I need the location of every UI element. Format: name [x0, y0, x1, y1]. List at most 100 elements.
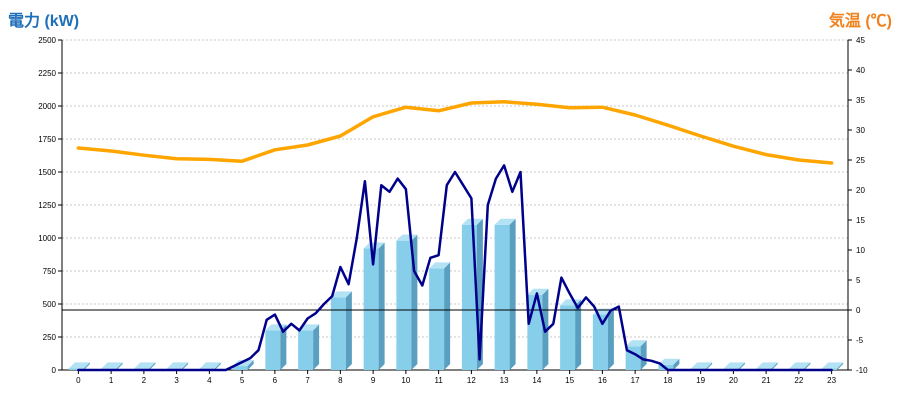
x-tick-label: 19: [696, 376, 705, 385]
power-line: [77, 164, 833, 372]
power-bar: [494, 224, 510, 370]
power-bar-top: [167, 362, 189, 369]
power-bar: [592, 314, 608, 370]
power-bar-top: [134, 362, 156, 369]
x-tick-label: 14: [532, 376, 541, 385]
left-tick-label: 1000: [38, 234, 56, 243]
power-bar-side: [247, 360, 254, 370]
right-tick-label: 30: [856, 126, 865, 135]
left-tick-label: 0: [52, 366, 57, 375]
x-tick-label: 0: [76, 376, 81, 385]
x-tick-label: 11: [434, 376, 443, 385]
left-tick-label: 2250: [38, 69, 56, 78]
x-tick-label: 20: [729, 376, 738, 385]
power-bar-top: [494, 218, 516, 225]
x-tick-label: 9: [371, 376, 376, 385]
power-bar: [560, 305, 576, 370]
right-tick-label: 10: [856, 246, 865, 255]
x-tick-label: 13: [500, 376, 509, 385]
x-tick-label: 21: [762, 376, 771, 385]
left-tick-label: 500: [43, 300, 57, 309]
x-tick-label: 7: [305, 376, 310, 385]
power-bar-top: [723, 362, 745, 369]
power-bar-top: [330, 291, 352, 298]
power-bar-side: [706, 362, 713, 370]
power-bar: [265, 330, 281, 370]
temperature-line: [76, 100, 834, 165]
left-tick-label: 2000: [38, 102, 56, 111]
right-tick-label: 0: [856, 306, 861, 315]
power-bar-side: [214, 362, 221, 370]
power-bar-side: [738, 362, 745, 370]
power-bar: [396, 240, 412, 370]
power-bar-side: [345, 291, 352, 370]
x-tick-label: 2: [142, 376, 147, 385]
x-tick-label: 18: [663, 376, 672, 385]
x-tick-label: 22: [794, 376, 803, 385]
x-tick-label: 16: [598, 376, 607, 385]
right-tick-label: -10: [856, 366, 868, 375]
x-tick-label: 17: [631, 376, 640, 385]
left-tick-label: 2500: [38, 36, 56, 45]
x-tick-label: 6: [273, 376, 278, 385]
power-bar-side: [509, 218, 516, 370]
power-bar-side: [116, 362, 123, 370]
left-tick-label: 1250: [38, 201, 56, 210]
power-bar-side: [444, 262, 451, 370]
power-bar-top: [68, 362, 90, 369]
right-tick-label: 25: [856, 156, 865, 165]
right-tick-label: -5: [856, 336, 864, 345]
left-tick-label: 1750: [38, 135, 56, 144]
right-tick-label: 35: [856, 96, 865, 105]
x-tick-label: 1: [109, 376, 114, 385]
power-bar-side: [607, 308, 614, 370]
power-bar-top: [822, 362, 844, 369]
power-bar-top: [789, 362, 811, 369]
right-tick-label: 20: [856, 186, 865, 195]
power-bar-top: [658, 358, 680, 365]
right-tick-label: 40: [856, 66, 865, 75]
power-bar-side: [771, 362, 778, 370]
x-tick-label: 10: [401, 376, 410, 385]
power-bar: [461, 224, 477, 370]
power-bar-side: [640, 340, 647, 370]
power-bar-side: [313, 324, 320, 370]
power-bar-top: [199, 362, 221, 369]
x-tick-label: 23: [827, 376, 836, 385]
left-tick-label: 250: [43, 333, 57, 342]
power-bar-side: [149, 362, 156, 370]
power-bar: [232, 366, 248, 370]
left-axis-title: 電力 (kW): [8, 13, 80, 30]
power-bar: [68, 368, 84, 370]
power-bar: [363, 248, 379, 370]
power-bar-side: [837, 362, 844, 370]
power-bar-side: [804, 362, 811, 370]
power-bar: [330, 297, 346, 370]
power-bar-top: [625, 340, 647, 347]
power-bar: [429, 268, 445, 370]
x-tick-label: 15: [565, 376, 574, 385]
right-axis-title: 気温 (℃): [828, 13, 892, 30]
x-tick-label: 5: [240, 376, 245, 385]
power-bar-top: [527, 288, 549, 295]
right-tick-label: 15: [856, 216, 865, 225]
x-tick-label: 4: [207, 376, 212, 385]
left-tick-label: 1500: [38, 168, 56, 177]
power-bar-side: [182, 362, 189, 370]
power-bar: [298, 330, 314, 370]
power-bar-side: [575, 299, 582, 370]
power-bar-side: [280, 324, 287, 370]
power-bar-top: [429, 262, 451, 269]
power-bar-top: [691, 362, 713, 369]
power-bar-top: [756, 362, 778, 369]
right-tick-label: 45: [856, 36, 865, 45]
power-bar-side: [378, 242, 385, 370]
right-tick-label: 5: [856, 276, 861, 285]
x-tick-label: 8: [338, 376, 343, 385]
x-tick-label: 12: [467, 376, 476, 385]
power-bar-top: [101, 362, 123, 369]
left-tick-label: 750: [43, 267, 57, 276]
x-tick-label: 3: [174, 376, 179, 385]
